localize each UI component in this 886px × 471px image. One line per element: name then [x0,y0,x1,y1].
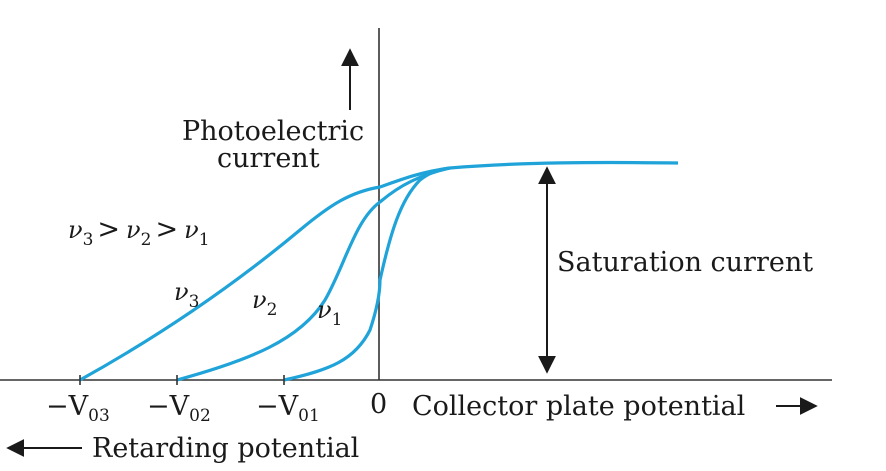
tick-label-v01: −V01 [256,391,320,426]
frequency-relation: ν3 > ν2 > ν1 [68,214,210,250]
y-axis-label-line1: Photoelectric [182,116,364,147]
y-axis-label-line2: current [217,143,320,174]
tick-label-v03: −V03 [46,391,110,426]
curve-label-nu2: ν2 [252,286,277,320]
tick-label-v02: −V02 [147,391,211,426]
retarding-label: Retarding potential [92,433,359,464]
x-axis-label: Collector plate potential [412,391,745,422]
curve-nu3 [79,160,679,382]
origin-label: 0 [370,389,387,420]
curve-label-nu1: ν1 [317,296,342,330]
saturation-label: Saturation current [557,247,813,278]
curve-nu2 [176,166,451,382]
curve-label-nu3: ν3 [174,278,199,312]
curve-nu1 [283,166,451,382]
